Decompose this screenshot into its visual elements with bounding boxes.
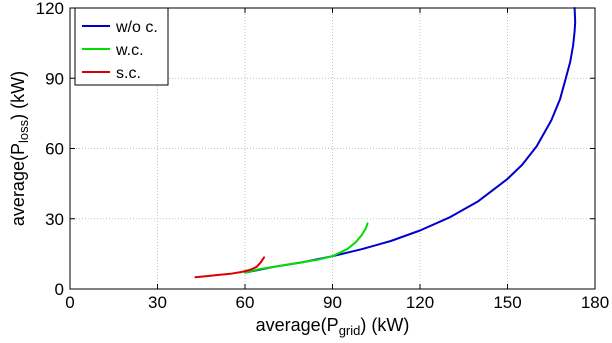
legend-label-wo-c: w/o c. [115,19,158,36]
x-axis-label-prefix: average(P [256,315,339,335]
tick-labels: 0 30 60 90 120 150 180 0 30 60 90 120 [36,0,610,312]
y-tick-label: 90 [45,69,64,88]
x-tick-label: 180 [581,293,609,312]
x-tick-label: 150 [493,293,521,312]
y-axis-label: average(Ploss) (kW) [8,71,31,226]
legend: w/o c. w.c. s.c. [74,7,169,86]
x-tick-label: 30 [148,293,167,312]
series-line-wo-c [244,7,577,274]
x-tick-label: 60 [236,293,255,312]
x-axis-label-suffix: ) (kW) [360,315,409,335]
y-axis-label-prefix: average(P [8,143,28,226]
series-line-wc [244,222,369,274]
y-axis-label-sub: loss [16,119,31,143]
legend-label-sc: s.c. [116,65,141,82]
x-axis-label-sub: grid [339,323,361,338]
series-line-sc [194,256,265,279]
y-tick-label: 0 [55,280,64,299]
y-tick-label: 60 [45,140,64,159]
series-layer [194,7,577,279]
y-tick-label: 30 [45,210,64,229]
y-axis-label-suffix: ) (kW) [8,71,28,120]
x-tick-label: 90 [323,293,342,312]
x-axis-label: average(Pgrid) (kW) [256,315,410,338]
y-tick-label: 120 [36,0,64,18]
x-tick-label: 0 [65,293,74,312]
x-tick-label: 120 [406,293,434,312]
legend-label-wc: w.c. [115,42,144,59]
